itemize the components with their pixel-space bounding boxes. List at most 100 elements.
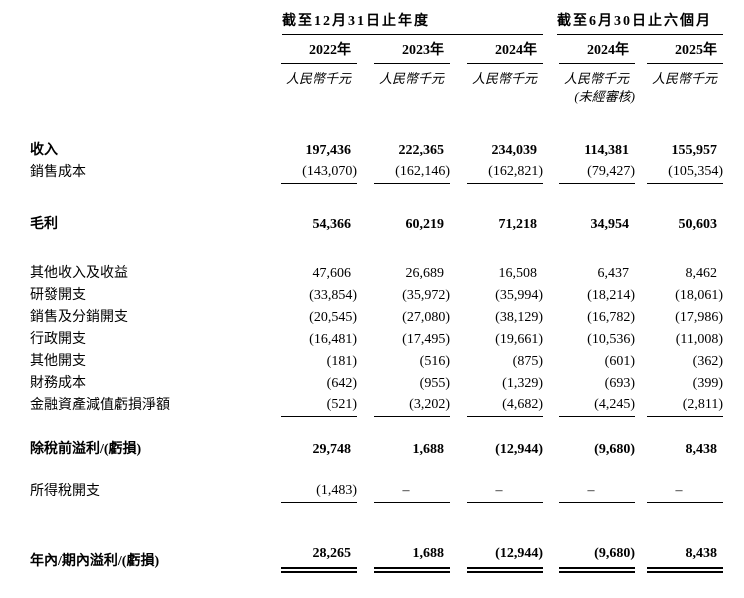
cell-value: (4,245)	[559, 395, 635, 417]
cell-value: (35,994)	[495, 288, 543, 303]
table-cell: 50,603	[635, 214, 723, 236]
cell-value: –	[647, 481, 723, 503]
table-row: 銷售成本 (143,070) (162,146) (162,821) (79,427) (…	[30, 162, 744, 184]
cell-value: (19,661)	[495, 332, 543, 347]
table-cell: –	[635, 481, 723, 503]
row-label: 其他收入及收益	[30, 266, 128, 281]
table-cell: 234,039	[450, 140, 543, 162]
header-note-row: (未經審核)	[30, 89, 744, 104]
cell-value: 114,381	[584, 143, 629, 158]
table-row: 年內/期內溢利/(虧損) 28,265 1,688 (12,944) (9,680) 8,…	[30, 543, 744, 573]
cell-value: (11,008)	[675, 332, 723, 347]
cell-value: 8,438	[647, 544, 723, 573]
table-cell: (2,811)	[635, 395, 723, 417]
cell-value: (1,483)	[281, 481, 357, 503]
cell-value: (18,214)	[587, 288, 635, 303]
year-header-cell: 2022年	[264, 43, 357, 64]
table-row: 除稅前溢利/(虧損) 29,748 1,688 (12,944) (9,680) 8,43…	[30, 439, 744, 461]
cell-value: (16,782)	[587, 310, 635, 325]
header-units-row: 人民幣千元 人民幣千元 人民幣千元 人民幣千元 人民幣千元	[30, 71, 744, 86]
table-cell: (17,986)	[635, 307, 723, 329]
table-cell: (16,782)	[557, 307, 635, 329]
cell-value: 6,437	[597, 266, 630, 281]
table-cell: (362)	[635, 351, 723, 373]
table-row: 其他收入及收益 47,606 26,689 16,508 6,437 8,462	[30, 263, 744, 285]
cell-value: 8,438	[685, 442, 718, 457]
unit-header-cell: 人民幣千元	[635, 71, 723, 86]
cell-value: (362)	[692, 354, 723, 369]
table-cell: (693)	[557, 373, 635, 395]
table-cell: (162,146)	[357, 162, 450, 184]
cell-value: –	[467, 481, 543, 503]
cell-value: 16,508	[498, 266, 538, 281]
cell-value: (18,061)	[675, 288, 723, 303]
cell-value: (955)	[419, 376, 450, 391]
table-row: 收入 197,436 222,365 234,039 114,381 155,957	[30, 140, 744, 162]
table-cell: (12,944)	[450, 544, 543, 573]
cell-value: (9,680)	[559, 544, 635, 573]
cell-value: (10,536)	[587, 332, 635, 347]
unit-header: 人民幣千元	[471, 71, 537, 86]
cell-value: –	[374, 481, 450, 503]
cell-value: (181)	[326, 354, 357, 369]
unit-header: 人民幣千元	[285, 71, 351, 86]
table-row: 行政開支 (16,481) (17,495) (19,661) (10,536) (11,…	[30, 329, 744, 351]
cell-value: 50,603	[678, 217, 718, 232]
cell-value: 234,039	[491, 143, 538, 158]
table-cell: 197,436	[264, 140, 357, 162]
table-row: 金融資產減值虧損淨額 (521) (3,202) (4,682) (4,245) (2,8…	[30, 395, 744, 417]
cell-value: 8,462	[685, 266, 718, 281]
cell-value: (3,202)	[374, 395, 450, 417]
table-cell: (4,245)	[557, 395, 635, 417]
cell-value: –	[559, 481, 635, 503]
table-cell: (33,854)	[264, 285, 357, 307]
year-header-cell: 2024年	[450, 43, 543, 64]
unaudited-note: (未經審核)	[574, 89, 635, 104]
cell-value: (9,680)	[594, 442, 635, 457]
row-label: 毛利	[30, 217, 58, 232]
cell-value: 1,688	[374, 544, 450, 573]
row-label: 行政開支	[30, 332, 86, 347]
cell-value: (399)	[692, 376, 723, 391]
cell-value: 29,748	[312, 442, 352, 457]
table-cell: (10,536)	[557, 329, 635, 351]
table-cell: 29,748	[264, 439, 357, 461]
group-header-interim-label: 截至6月30日止六個月	[557, 14, 712, 29]
table-cell: 1,688	[357, 439, 450, 461]
year-header-cell: 2025年	[635, 43, 723, 64]
table-cell: 222,365	[357, 140, 450, 162]
table-row: 所得稅開支 (1,483) – – – –	[30, 481, 744, 503]
table-cell: (18,061)	[635, 285, 723, 307]
unit-header: 人民幣千元	[378, 71, 444, 86]
table-cell: (642)	[264, 373, 357, 395]
table-cell: 155,957	[635, 140, 723, 162]
note-cell: (未經審核)	[557, 89, 635, 104]
year-header: 2023年	[374, 43, 450, 64]
table-cell: –	[357, 481, 450, 503]
table-cell: 1,688	[357, 544, 450, 573]
cell-value: (33,854)	[309, 288, 357, 303]
table-cell: 54,366	[264, 214, 357, 236]
table-cell: (27,080)	[357, 307, 450, 329]
table-cell: 34,954	[557, 214, 635, 236]
cell-value: (17,495)	[402, 332, 450, 347]
year-header: 2024年	[559, 43, 635, 64]
table-cell: (38,129)	[450, 307, 543, 329]
table-cell: (601)	[557, 351, 635, 373]
table-cell: (18,214)	[557, 285, 635, 307]
table-cell: –	[450, 481, 543, 503]
cell-value: (38,129)	[495, 310, 543, 325]
table-body: 收入 197,436 222,365 234,039 114,381 155,957 銷售成…	[30, 140, 744, 573]
table-cell: (12,944)	[450, 439, 543, 461]
table-cell: (79,427)	[557, 162, 635, 184]
table-cell: (105,354)	[635, 162, 723, 184]
unit-header: 人民幣千元	[651, 71, 717, 86]
table-cell: –	[557, 481, 635, 503]
header-years-row: 2022年 2023年 2024年 2024年 2025年	[30, 43, 744, 64]
cell-value: 71,218	[498, 217, 538, 232]
table-cell: (955)	[357, 373, 450, 395]
cell-value: (20,545)	[309, 310, 357, 325]
row-label: 收入	[30, 143, 58, 158]
table-cell: (20,545)	[264, 307, 357, 329]
cell-value: (601)	[604, 354, 635, 369]
